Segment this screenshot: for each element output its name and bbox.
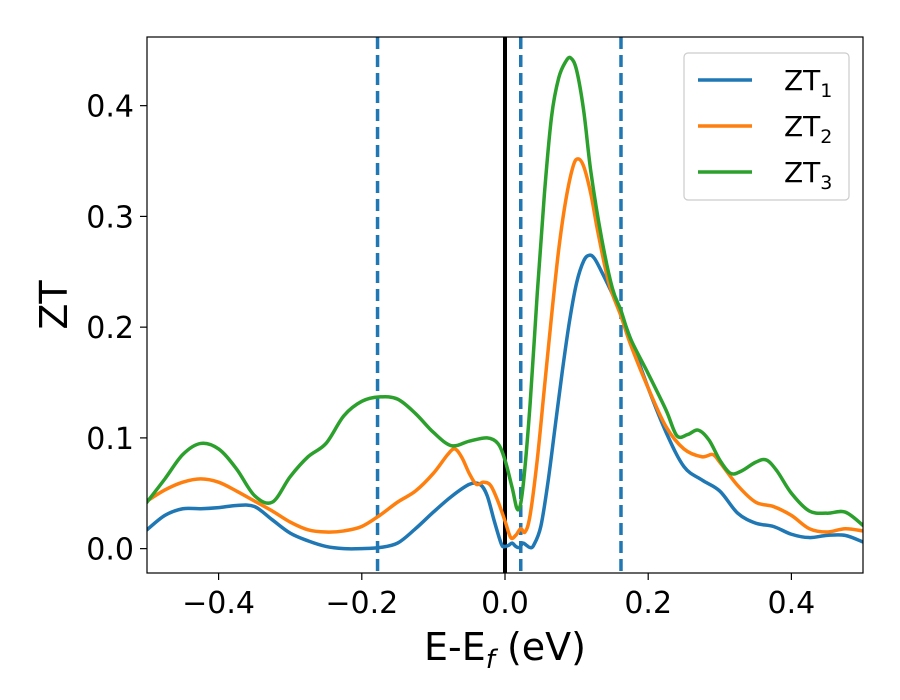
series-line-zt2	[147, 157, 863, 541]
y-axis-ticks: 0.0 0.1 0.2 0.3 0.4	[86, 90, 147, 568]
x-axis-ticks: −0.4 −0.2 0.0 0.2 0.4	[182, 573, 815, 621]
legend-label-zt2: ZT2	[784, 110, 832, 148]
x-axis-label-unit: (eV)	[495, 625, 586, 669]
x-axis-label-main: E-E	[424, 625, 486, 669]
legend-box	[683, 52, 850, 201]
legend-label-zt1: ZT1	[784, 64, 832, 102]
y-tick-label: 0.4	[86, 90, 134, 125]
x-tick-label: 0.2	[624, 586, 672, 621]
x-axis-label: E-Ef (eV)	[424, 625, 586, 675]
series-line-zt1	[147, 253, 863, 551]
legend-label-zt3: ZT3	[784, 156, 832, 194]
series-line-zt3	[147, 55, 863, 528]
y-tick-label: 0.1	[86, 422, 134, 457]
x-tick-label: −0.2	[325, 586, 398, 621]
legend: ZT1 ZT2 ZT3	[683, 52, 850, 201]
x-tick-label: 0.4	[768, 586, 816, 621]
y-tick-label: 0.2	[86, 311, 134, 346]
y-tick-label: 0.3	[86, 200, 134, 235]
y-tick-label: 0.0	[86, 533, 134, 568]
y-axis-label: ZT	[32, 280, 76, 330]
x-tick-label: −0.4	[182, 586, 255, 621]
series-layer	[147, 55, 863, 551]
reference-lines	[375, 37, 623, 573]
x-tick-label: 0.0	[481, 586, 529, 621]
